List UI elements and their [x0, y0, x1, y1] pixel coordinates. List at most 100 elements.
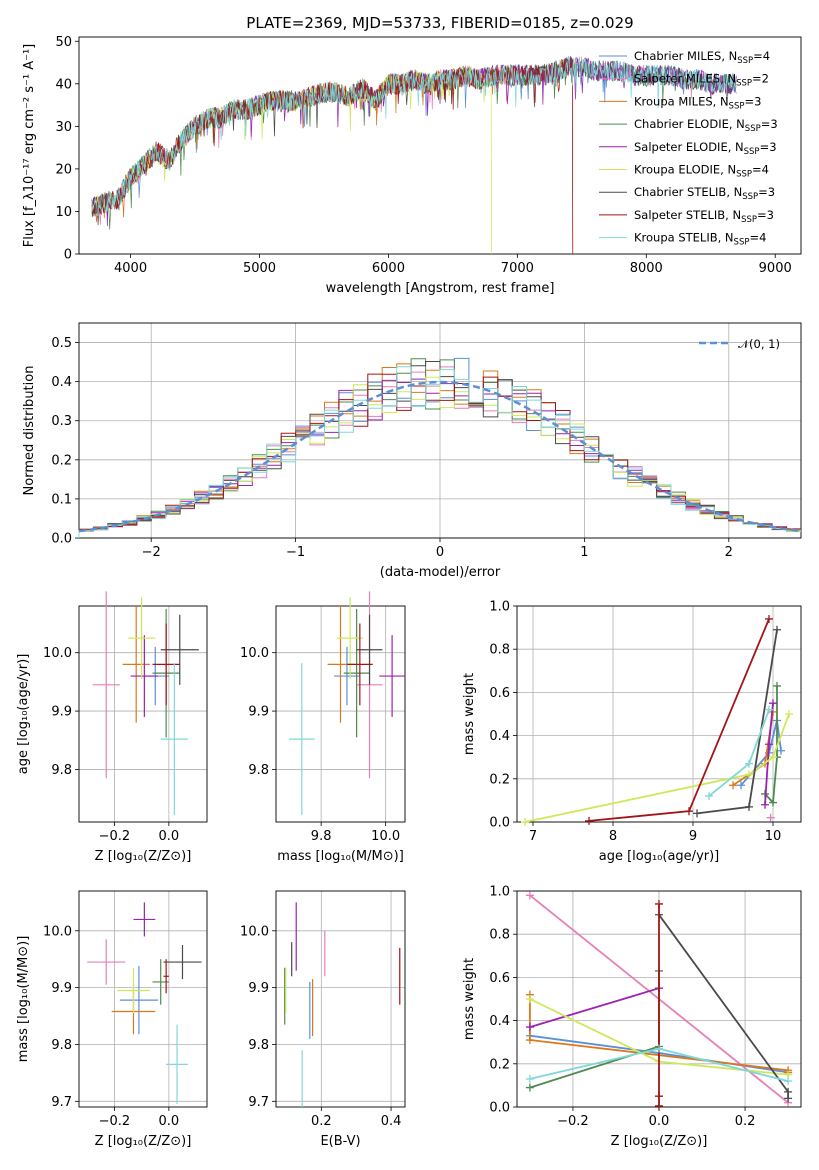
- mass_weight_vs_age-series: [521, 614, 793, 826]
- hist-series-8: [78, 366, 801, 538]
- residuals-xlabel: (data-model)/error: [380, 565, 501, 580]
- residuals-xtick-label: 1: [580, 545, 588, 560]
- legend-sub-0: SSP: [737, 56, 753, 66]
- figure-title: PLATE=2369, MJD=53733, FIBERID=0185, z=0…: [246, 14, 633, 32]
- mass_vs_Z-axes: −0.2 0.0 9.7 9.8 9.9 10.0 Z [log₁₀(Z/Z⊙)] mass …: [16, 890, 208, 1149]
- spectrum-ytick-label: 20: [55, 162, 72, 177]
- age_vs_mass-ytick-label: 9.9: [248, 705, 269, 720]
- mass_vs_ebv-xtick-label: 0.2: [311, 1114, 332, 1129]
- mass_weight_vs_Z-xtick-label: 0.0: [649, 1114, 670, 1129]
- residuals-xtick-label: −1: [286, 545, 305, 560]
- residuals-xtick-label: −2: [142, 545, 161, 560]
- residuals-ytick-label: 0.1: [51, 492, 72, 507]
- mass_weight_vs_age-xtick-label: 8: [609, 829, 617, 844]
- mass_weight_vs_age-marker-4: [769, 699, 777, 708]
- age_vs_Z-xtick-label: −0.2: [99, 829, 131, 844]
- residuals-xtick-label: 2: [725, 545, 733, 560]
- age_vs_Z-ytick-label: 9.8: [51, 763, 72, 778]
- residuals-legend-label: 𝒩(0, 1): [738, 337, 780, 351]
- mass_weight_vs_age-marker-7: [685, 807, 693, 816]
- legend-entry-3: Chabrier ELODIE, NSSP=3: [634, 117, 778, 134]
- mass_weight_vs_age-marker-4: [765, 740, 773, 749]
- mass_vs_Z-points: [87, 902, 202, 1105]
- age_vs_Z-ylabel: age [log₁₀(age/yr)]: [16, 654, 31, 775]
- mass_vs_ebv-xtick-label: 0.4: [381, 1114, 402, 1129]
- mass_weight_vs_age-marker-5: [745, 770, 753, 779]
- mass_weight_vs_age-axes: 7 8 9 10 0.0 0.2 0.4 0.6 0.8 1.0 age [log₁₀(age/yr…: [462, 600, 802, 864]
- mass_vs_Z-ytick-label: 9.7: [51, 1095, 72, 1110]
- age_vs_mass-xlabel: mass [log₁₀(M/M⊙)]: [277, 849, 404, 864]
- legend-entry-6: Chabrier STELIB, NSSP=3: [634, 185, 775, 202]
- mass_weight_vs_Z-marker-8: [525, 1074, 534, 1083]
- mass_weight_vs_age-ylabel: mass weight: [462, 673, 477, 755]
- legend-count-2: =3: [744, 94, 761, 108]
- mass_weight_vs_age-marker-6: [745, 802, 753, 811]
- mass_weight_vs_age-ytick-label: 0.4: [489, 729, 510, 744]
- mass_weight_vs_age-ytick-label: 0.6: [489, 686, 510, 701]
- mass_weight_vs_age-marker-6: [773, 625, 781, 634]
- mass_weight_vs_Z-axes: −0.2 0.0 0.2 0.0 0.2 0.4 0.6 0.8 1.0 Z [log₁₀(Z/Z…: [462, 885, 802, 1149]
- mass_vs_ebv-frame: [275, 890, 406, 1108]
- mass_weight_vs_Z-marker-7: [655, 1092, 663, 1101]
- legend-sub-7: SSP: [741, 215, 757, 225]
- mass_vs_Z-ytick-label: 9.9: [51, 981, 72, 996]
- mass_weight_vs_age-marker-2: [729, 781, 737, 790]
- plots-layer: 4000 5000 6000 7000 8000 900001020304050wavel…: [16, 35, 802, 1149]
- age_vs_Z-xlabel: Z [log₁₀(Z/Z⊙)]: [95, 849, 192, 864]
- mass_weight_vs_Z-xlabel: Z [log₁₀(Z/Z⊙)]: [611, 1134, 708, 1149]
- residuals-frame: [78, 322, 802, 539]
- residuals-axes: −2 −1 0 1 2 0.0 0.1 0.2 0.3 0.4 0.5 (data-model)/er…: [22, 322, 802, 580]
- mass_weight_vs_age-marker-8: [765, 705, 773, 714]
- mass_weight_vs_Z-ylabel: mass weight: [462, 958, 477, 1040]
- legend-sub-2: SSP: [729, 101, 745, 111]
- mass_weight_vs_Z-ytick-label: 0.0: [489, 1101, 510, 1116]
- mass_weight_vs_age-marker-7: [585, 816, 593, 825]
- mass_weight_vs_Z-marker-8: [784, 1077, 793, 1086]
- age_vs_Z-ytick-label: 9.9: [51, 705, 72, 720]
- spectrum-axes: 4000 5000 6000 7000 8000 9000 0 10 20 30 40 50 wavel…: [22, 35, 802, 296]
- legend-count-0: =4: [753, 49, 770, 63]
- mass_weight_vs_age-frame: [516, 605, 802, 823]
- mass_weight_vs_age-marker-8: [745, 759, 753, 768]
- mass_weight_vs_age-xtick-label: 10: [765, 829, 782, 844]
- spectrum-xtick-label: 6000: [372, 261, 405, 276]
- legend-sub-5: SSP: [736, 170, 752, 180]
- mass_weight_vs_Z-ytick-label: 0.6: [489, 971, 510, 986]
- legend-count-3: =3: [761, 117, 778, 131]
- residuals-ytick-label: 0.2: [51, 453, 72, 468]
- legend-sub-1: SSP: [736, 79, 752, 89]
- residuals-ylabel: Normed distribution: [22, 366, 37, 496]
- spectrum-xtick-label: 8000: [630, 261, 663, 276]
- spectrum-xtick-label: 9000: [759, 261, 792, 276]
- legend-entry-4: Salpeter ELODIE, NSSP=3: [634, 140, 777, 157]
- mass_weight_vs_age-ytick-label: 0.8: [489, 643, 510, 658]
- legend-sub-6: SSP: [742, 192, 758, 202]
- mass_weight_vs_age-marker-6: [693, 809, 701, 818]
- mass_weight_vs_age-xtick-label: 7: [529, 829, 537, 844]
- spectrum-xtick-label: 7000: [501, 261, 534, 276]
- mass_weight_vs_age-line-5: [524, 713, 790, 823]
- spectrum-frame: [78, 36, 802, 255]
- age_vs_Z-frame: [78, 605, 208, 823]
- mass_weight_vs_Z-ytick-label: 1.0: [489, 885, 510, 900]
- mass_vs_Z-frame: [78, 890, 208, 1108]
- mass_weight_vs_age-marker-4: [761, 800, 769, 809]
- legend-sub-4: SSP: [744, 147, 760, 157]
- spectrum-xtick-label: 5000: [243, 261, 276, 276]
- mass_weight_vs_age-marker-0: [737, 781, 745, 790]
- mass_vs_Z-ytick-label: 10.0: [43, 924, 72, 939]
- mass_weight_vs_Z-line-4: [529, 987, 660, 1028]
- mass_weight_vs_Z-marker-2: [525, 1036, 534, 1045]
- mass_weight_vs_age-marker-5: [769, 753, 777, 762]
- spectrum-xtick-label: 4000: [114, 261, 147, 276]
- mass_vs_Z-xtick-label: 0.0: [159, 1114, 180, 1129]
- mass_weight_vs_age-marker-0: [777, 746, 785, 755]
- spectrum-xlabel: wavelength [Angstrom, rest frame]: [326, 281, 555, 296]
- legend-entry-7: Salpeter STELIB, NSSP=3: [634, 208, 774, 225]
- mass_weight_vs_age-line-3: [764, 685, 778, 805]
- legend-entry-0: Chabrier MILES, NSSP=4: [634, 49, 770, 66]
- mass_weight_vs_age-marker-1: [766, 813, 775, 822]
- residuals-xtick-label: 0: [436, 545, 444, 560]
- mass_vs_Z-xtick-label: −0.2: [99, 1114, 131, 1129]
